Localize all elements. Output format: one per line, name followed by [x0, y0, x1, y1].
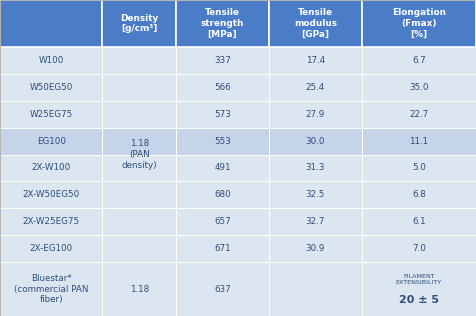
Text: 6.8: 6.8	[412, 191, 426, 199]
Bar	[0, 0, 102, 47]
Bar	[102, 74, 176, 100]
Bar	[0, 155, 102, 181]
Text: EG100: EG100	[37, 137, 66, 146]
Text: 5.0: 5.0	[412, 163, 426, 173]
Bar	[102, 262, 176, 316]
Bar	[102, 155, 176, 181]
Bar	[176, 262, 269, 316]
Bar	[0, 74, 102, 100]
Text: 553: 553	[214, 137, 231, 146]
Text: 1.18: 1.18	[129, 285, 149, 294]
Bar	[269, 0, 362, 47]
Text: 680: 680	[214, 191, 231, 199]
Text: 491: 491	[214, 163, 231, 173]
Text: 35.0: 35.0	[409, 83, 428, 92]
Text: Bluestar*
(commercial PAN
fiber): Bluestar* (commercial PAN fiber)	[14, 274, 89, 304]
Bar	[362, 155, 476, 181]
Text: 2X-EG100: 2X-EG100	[30, 244, 73, 253]
Bar	[362, 181, 476, 209]
Bar	[269, 128, 362, 155]
Text: 337: 337	[214, 56, 231, 65]
Bar	[362, 235, 476, 262]
Text: 573: 573	[214, 110, 231, 118]
Bar	[102, 47, 176, 74]
Text: 6.1: 6.1	[412, 217, 426, 226]
Text: W50EG50: W50EG50	[30, 83, 73, 92]
Bar	[0, 100, 102, 128]
Bar	[269, 235, 362, 262]
Text: W100: W100	[39, 56, 64, 65]
Bar	[102, 181, 176, 209]
Bar	[269, 74, 362, 100]
Text: 657: 657	[214, 217, 231, 226]
Text: 30.9: 30.9	[306, 244, 325, 253]
Text: 32.7: 32.7	[306, 217, 325, 226]
Text: W25EG75: W25EG75	[30, 110, 73, 118]
Bar	[176, 47, 269, 74]
Bar	[269, 155, 362, 181]
Text: 2X-W50EG50: 2X-W50EG50	[22, 191, 80, 199]
Bar	[102, 100, 176, 128]
Text: Tensile
modulus
[GPa]: Tensile modulus [GPa]	[294, 8, 337, 39]
Text: 6.7: 6.7	[412, 56, 426, 65]
Text: 7.0: 7.0	[412, 244, 426, 253]
Bar	[176, 235, 269, 262]
Bar	[0, 235, 102, 262]
Text: 22.7: 22.7	[409, 110, 428, 118]
Bar	[362, 100, 476, 128]
Bar	[0, 209, 102, 235]
Bar	[176, 181, 269, 209]
Text: 27.9: 27.9	[306, 110, 325, 118]
Bar	[176, 100, 269, 128]
Bar	[176, 128, 269, 155]
Bar	[362, 47, 476, 74]
Text: Elongation
(Fmax)
[%]: Elongation (Fmax) [%]	[392, 8, 446, 39]
Text: 1.18
(PAN
density): 1.18 (PAN density)	[121, 139, 157, 170]
Bar	[362, 128, 476, 155]
Text: 17.4: 17.4	[306, 56, 325, 65]
Bar	[102, 0, 176, 47]
Text: Density
[g/cm³]: Density [g/cm³]	[120, 14, 159, 33]
Text: Tensile
strength
[MPa]: Tensile strength [MPa]	[201, 8, 244, 39]
Bar	[269, 100, 362, 128]
Bar	[176, 74, 269, 100]
Text: 637: 637	[214, 285, 231, 294]
Text: 32.5: 32.5	[306, 191, 325, 199]
Bar	[362, 0, 476, 47]
Bar	[176, 209, 269, 235]
Bar	[102, 209, 176, 235]
Bar	[362, 209, 476, 235]
Bar	[0, 128, 102, 155]
Text: 31.3: 31.3	[306, 163, 325, 173]
Text: FILAMENT
EXTENSIBILITY: FILAMENT EXTENSIBILITY	[396, 274, 442, 285]
Bar	[0, 181, 102, 209]
Text: 20 ± 5: 20 ± 5	[399, 295, 439, 305]
Bar	[176, 0, 269, 47]
Bar	[176, 155, 269, 181]
Bar	[0, 262, 102, 316]
Bar	[269, 47, 362, 74]
Bar	[269, 181, 362, 209]
Text: 30.0: 30.0	[306, 137, 325, 146]
Bar	[362, 74, 476, 100]
Bar	[269, 209, 362, 235]
Text: 671: 671	[214, 244, 231, 253]
Text: 25.4: 25.4	[306, 83, 325, 92]
Bar	[269, 262, 362, 316]
Text: 11.1: 11.1	[409, 137, 428, 146]
Text: 2X-W25EG75: 2X-W25EG75	[22, 217, 80, 226]
Bar	[102, 128, 176, 155]
Bar	[102, 235, 176, 262]
Bar	[362, 262, 476, 316]
Bar	[0, 47, 102, 74]
Text: 566: 566	[214, 83, 231, 92]
Text: 2X-W100: 2X-W100	[31, 163, 71, 173]
